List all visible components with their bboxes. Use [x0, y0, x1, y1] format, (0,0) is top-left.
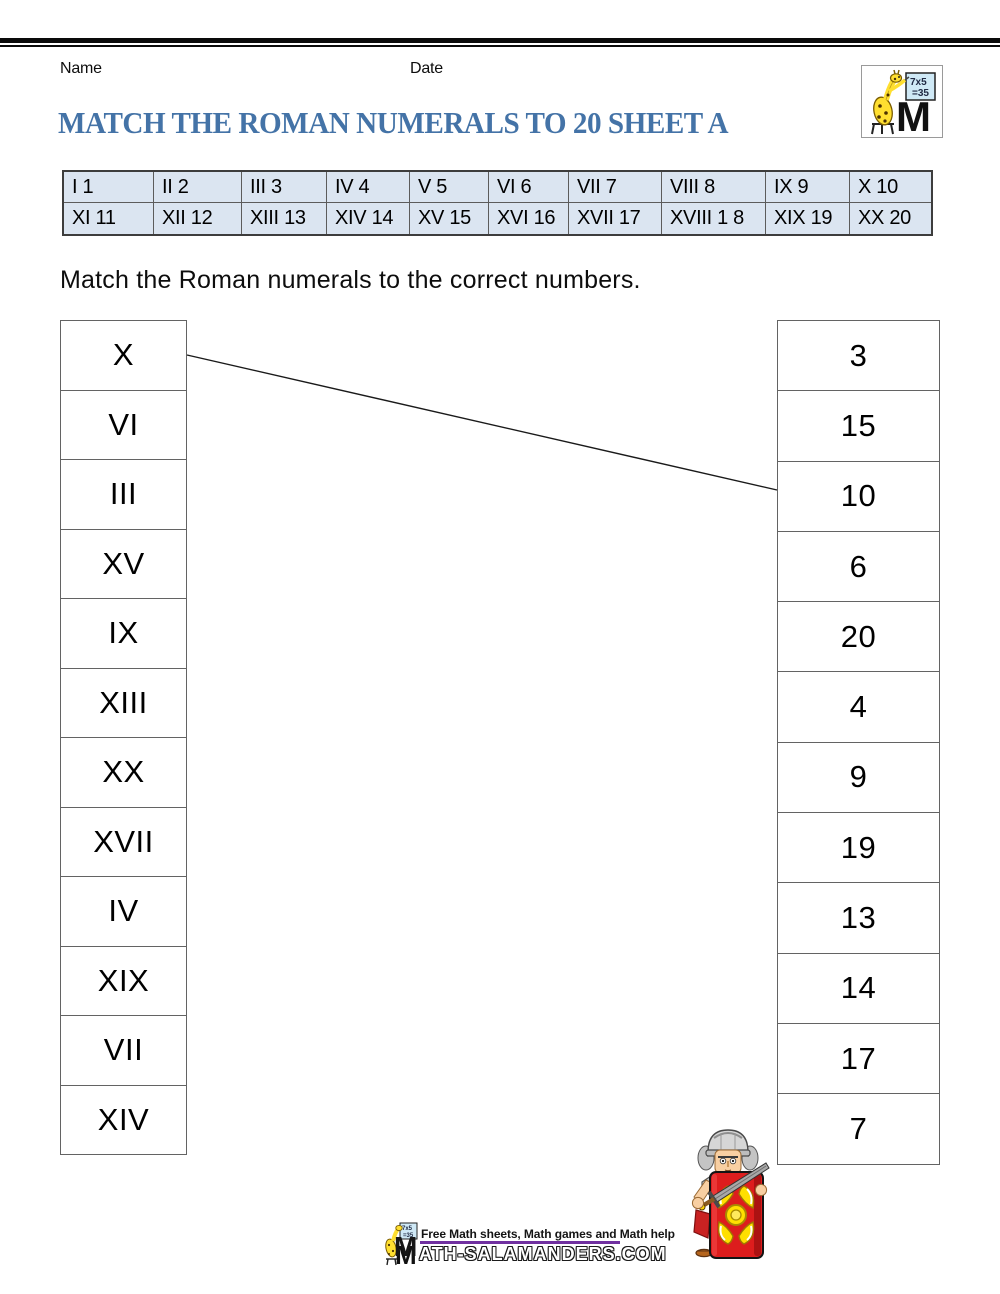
reference-cell: IV 4 — [327, 172, 410, 203]
svg-text:M: M — [395, 1240, 417, 1267]
number-box[interactable]: 20 — [777, 601, 940, 673]
roman-numeral-box[interactable]: XIX — [60, 945, 187, 1016]
reference-cell: XIX 19 — [766, 203, 850, 234]
footer-board-line1: 7x5 — [402, 1226, 413, 1232]
number-box[interactable]: 10 — [777, 460, 940, 532]
reference-cell: XVI 16 — [489, 203, 569, 234]
roman-numeral-box[interactable]: VII — [60, 1015, 187, 1086]
roman-numeral-box[interactable]: III — [60, 459, 187, 530]
number-box[interactable]: 9 — [777, 741, 940, 814]
number-box[interactable]: 15 — [777, 390, 940, 462]
reference-cell: X 10 — [850, 172, 931, 203]
footer-tagline: Free Math sheets, Math games and Math he… — [421, 1227, 675, 1241]
reference-cell: II 2 — [154, 172, 242, 203]
logo-board — [905, 72, 936, 101]
footer-site-m: M — [394, 1231, 418, 1262]
reference-cell: VIII 8 — [662, 172, 766, 203]
number-box[interactable]: 4 — [777, 671, 940, 743]
top-divider-thin-line — [0, 45, 1000, 47]
reference-cell: VI 6 — [489, 172, 569, 203]
reference-cell: XVII 17 — [569, 203, 662, 234]
number-box[interactable]: 7 — [777, 1093, 940, 1165]
roman-soldier-icon — [691, 1129, 770, 1259]
reference-cell: XV 15 — [410, 203, 489, 234]
reference-cell: I 1 — [64, 172, 154, 203]
reference-cell: XX 20 — [858, 207, 911, 229]
number-box[interactable]: 14 — [777, 952, 940, 1024]
reference-cell: XII 12 — [154, 203, 242, 234]
logo-m-glyph: M — [896, 93, 931, 137]
footer-board-line2: =35 — [403, 1233, 414, 1239]
roman-soldier-illustration — [688, 1126, 772, 1264]
roman-numeral-box[interactable]: XVII — [60, 806, 187, 877]
number-box[interactable]: 17 — [777, 1022, 940, 1095]
number-box[interactable]: 19 — [777, 812, 940, 884]
footer-logo: M 7x5 =35 — [383, 1221, 421, 1270]
number-column: 3 15 10 6 20 4 9 19 13 14 17 7 — [777, 320, 940, 1165]
logo-board-line2: =35 — [912, 88, 929, 99]
footer-giraffe-mascot-icon: M 7x5 =35 — [385, 1222, 418, 1270]
site-logo: M 7x5 =35 — [861, 65, 943, 140]
roman-numeral-box[interactable]: VI — [60, 389, 187, 460]
number-box[interactable]: 6 — [777, 530, 940, 603]
roman-numeral-box[interactable]: IX — [60, 598, 187, 669]
reference-cell: XVIII 1 8 — [662, 203, 766, 234]
giraffe-mascot-icon: M 7x5 =35 — [871, 69, 936, 140]
date-label: Date — [410, 60, 443, 77]
page-title: MATCH THE ROMAN NUMERALS TO 20 SHEET A — [58, 105, 729, 140]
number-box[interactable]: 13 — [777, 882, 940, 954]
reference-cell: XI 11 — [64, 203, 154, 234]
roman-numeral-box[interactable]: XIV — [60, 1084, 187, 1155]
roman-numeral-box[interactable]: IV — [60, 876, 187, 947]
footer-site-name: ATH-SALAMANDERS.COM — [419, 1244, 667, 1264]
drawn-match-line — [186, 354, 778, 491]
number-box[interactable]: 3 — [777, 320, 940, 392]
roman-numeral-box[interactable]: X — [60, 320, 187, 391]
reference-cell: IX 9 — [766, 172, 850, 203]
reference-cell: VII 7 — [569, 172, 662, 203]
roman-numeral-box[interactable]: XIII — [60, 667, 187, 738]
footer-purple-rule — [420, 1241, 620, 1244]
instruction-text: Match the Roman numerals to the correct … — [60, 266, 641, 294]
reference-cell: III 3 — [242, 172, 327, 203]
name-label: Name — [60, 60, 102, 77]
logo-board-line1: 7x5 — [910, 77, 927, 88]
roman-numeral-column: X VI III XV IX XIII XX XVII IV XIX VII XIV — [60, 320, 187, 1155]
reference-cell: V 5 — [410, 172, 489, 203]
roman-numeral-box[interactable]: XX — [60, 737, 187, 808]
reference-cell: XIII 13 — [242, 203, 327, 234]
reference-cell: XIV 14 — [327, 203, 410, 234]
top-divider-rule — [0, 38, 1000, 47]
top-divider-thick-line — [0, 38, 1000, 43]
roman-numeral-box[interactable]: XV — [60, 528, 187, 599]
